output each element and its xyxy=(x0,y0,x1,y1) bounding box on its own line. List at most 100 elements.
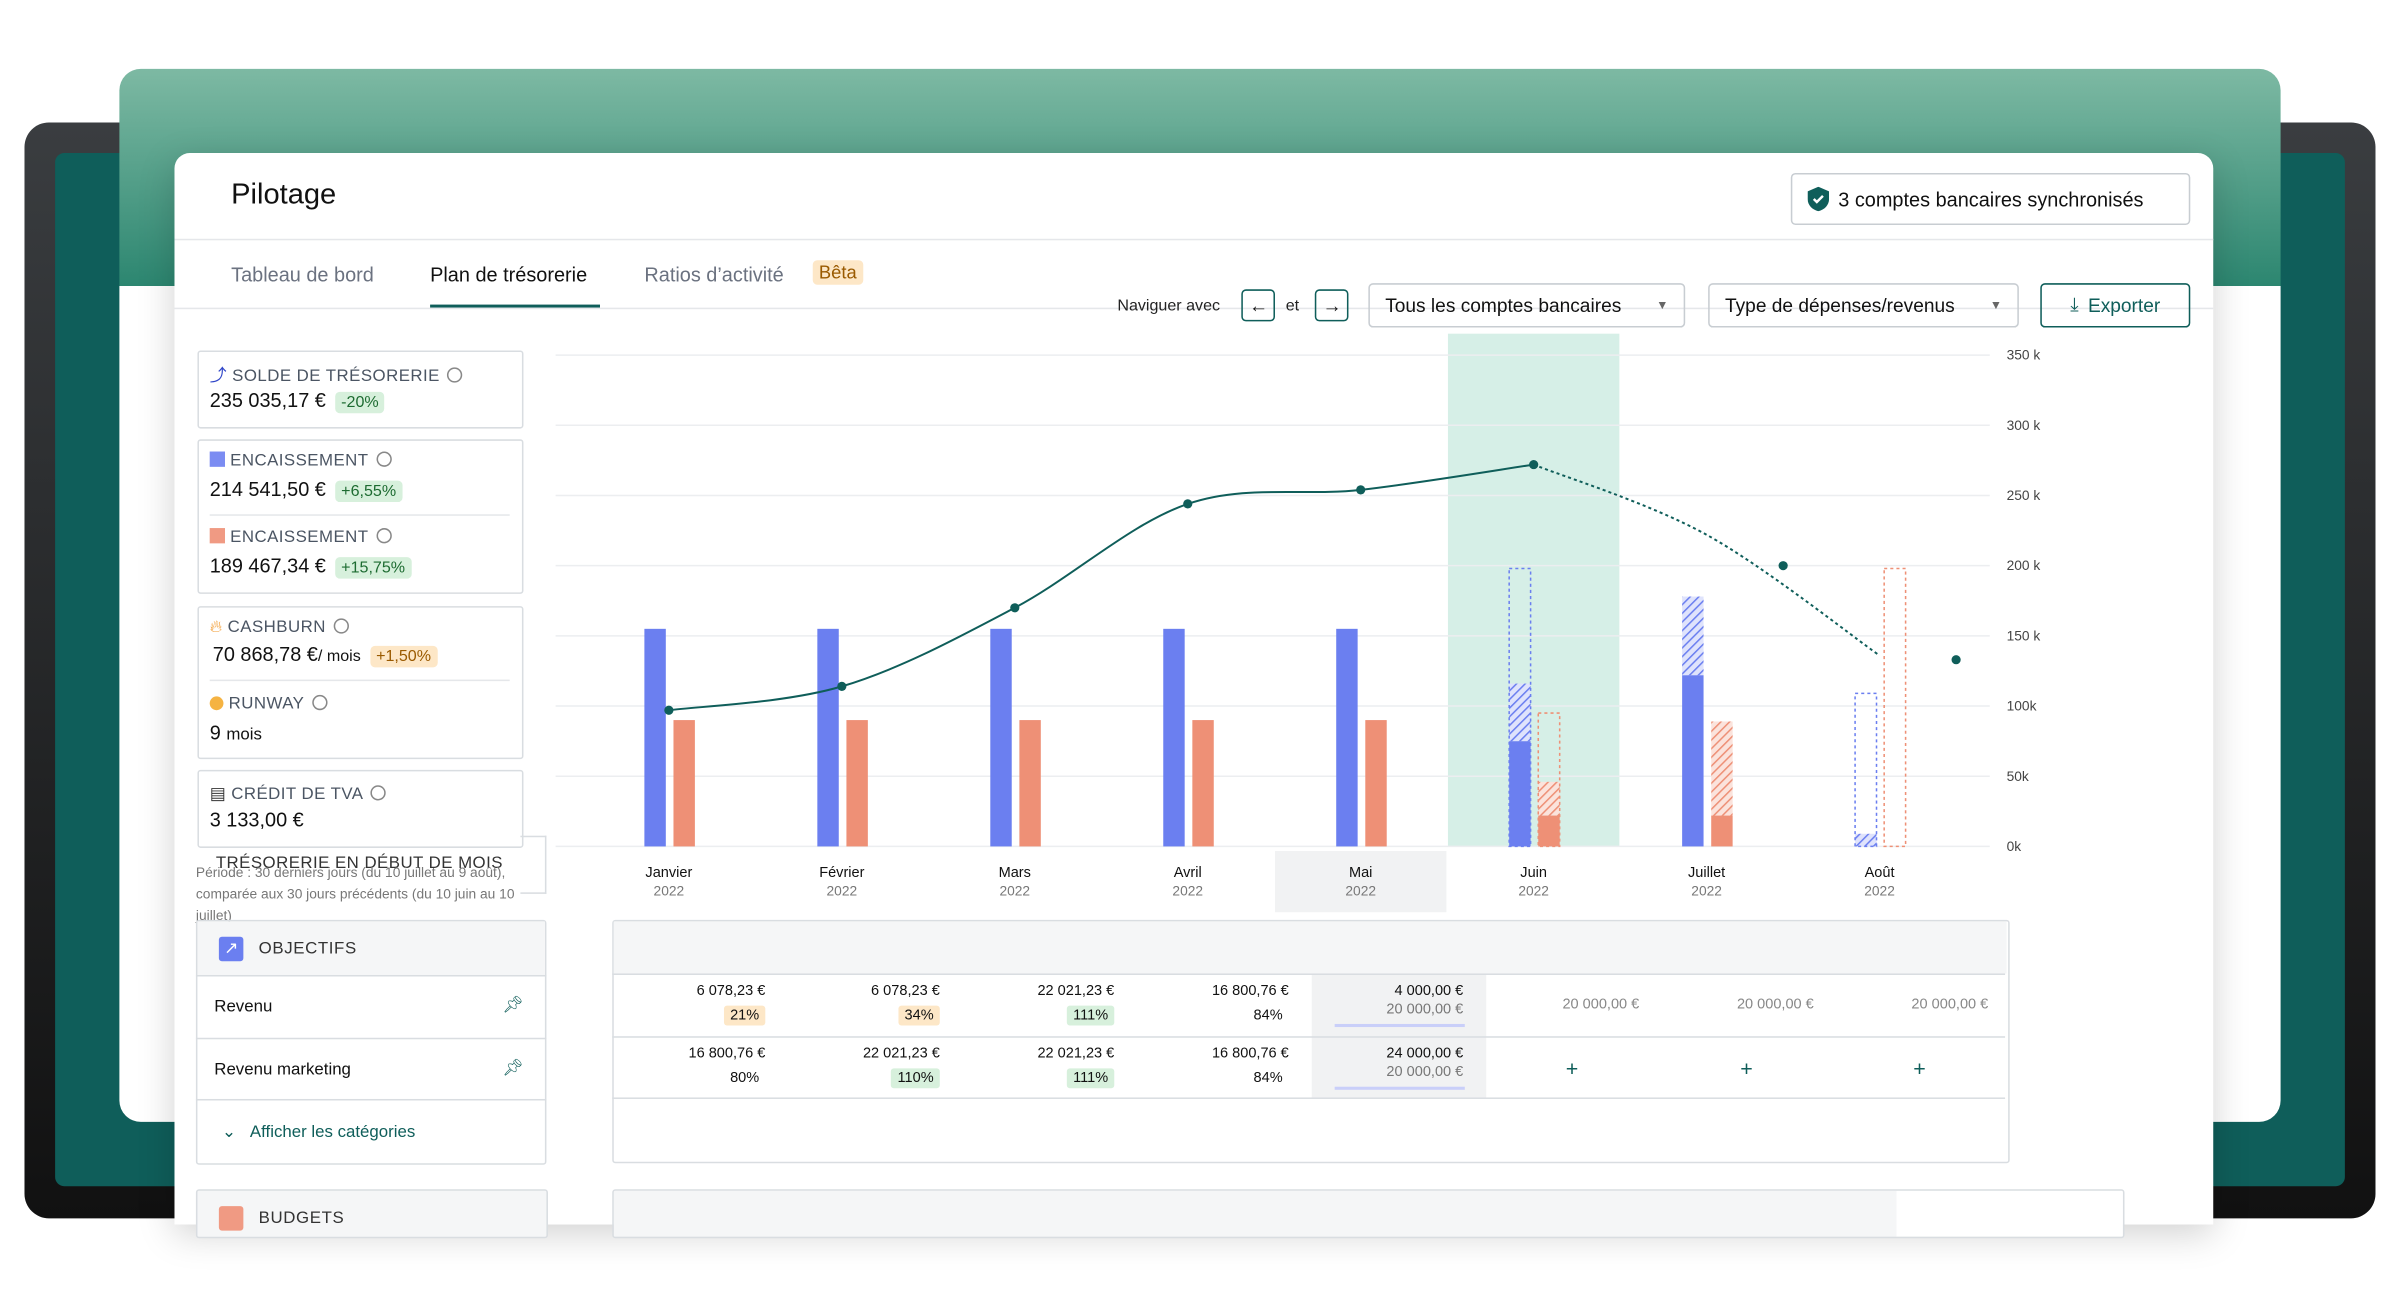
progress xyxy=(1334,1023,1465,1028)
kpi-amount: 189 467,34 € xyxy=(209,554,326,578)
row-line xyxy=(195,974,547,977)
cell-target: 20 000,00 € xyxy=(1386,1001,1464,1018)
cell-placeholder: 20 000,00 € xyxy=(1562,996,1640,1014)
show-categories[interactable]: ⌄ Afficher les catégories xyxy=(221,1123,416,1142)
period-title: TRÉSORERIE EN DÉBUT DE MOIS xyxy=(215,854,503,873)
plus-icon[interactable]: + xyxy=(1913,1056,1926,1081)
shield-icon xyxy=(1807,186,1830,212)
lower-box xyxy=(612,1189,2125,1239)
sync-button[interactable]: 3 comptes bancaires synchronisés xyxy=(1790,172,2191,225)
kpi-separator xyxy=(209,679,510,682)
objectives-box xyxy=(195,919,547,1165)
kpi-change: +1,50% xyxy=(369,645,438,668)
kpi-value: 70 868,78 €/ mois +1,50% xyxy=(212,642,438,668)
kpi-label: RUNWAY xyxy=(209,694,328,714)
budgets-title: BUDGETS xyxy=(258,1209,345,1228)
cell-placeholder: 20 000,00 € xyxy=(1911,996,1989,1014)
divider xyxy=(174,307,2214,310)
kpi-box xyxy=(197,769,524,848)
kpi-box xyxy=(197,606,524,760)
table-header xyxy=(613,921,2007,974)
cell-ratio: 111% xyxy=(1066,1068,1115,1089)
cell-placeholder: 20 000,00 € xyxy=(1736,996,1814,1014)
plus-icon[interactable]: + xyxy=(1565,1056,1579,1081)
kpi-unit: / mois xyxy=(317,647,361,666)
type-select[interactable]: Type de dépenses/revenus ▼ xyxy=(1708,283,2019,328)
kpi-value: 235 035,17 € -20% xyxy=(209,388,385,414)
kpi-separator xyxy=(209,514,510,516)
budgets-icon xyxy=(218,1206,244,1231)
cell-amount: 16 800,76 € xyxy=(688,1045,766,1063)
progress xyxy=(1334,1086,1465,1090)
kpi-change: +15,75% xyxy=(335,557,412,579)
kpi-label-text: RUNWAY xyxy=(228,694,305,714)
kpi-label-text: SOLDE DE TRÉSORERIE xyxy=(232,367,440,386)
title: Pilotage xyxy=(231,179,337,212)
kpi-value: 9 mois xyxy=(210,721,262,744)
cell-ratio: 34% xyxy=(898,1005,940,1026)
kpi-value: 189 467,34 € +15,75% xyxy=(209,554,412,579)
cell-amount: 22 021,23 € xyxy=(862,1045,940,1063)
kpi-label-text: ENCAISSEMENT xyxy=(230,451,369,470)
accounts-label: Tous les comptes bancaires xyxy=(1385,294,1622,317)
nav-left[interactable]: ← xyxy=(1241,289,1275,322)
tab[interactable]: Ratios d’activité xyxy=(644,263,784,287)
pin-icon[interactable]: 📌︎ xyxy=(502,1059,524,1078)
cell-amount: 16 800,76 € xyxy=(1211,1045,1289,1063)
nav-and: et xyxy=(1285,296,1300,316)
cell-ratio: 111% xyxy=(1066,1005,1115,1026)
cell-amount: 22 021,23 € xyxy=(1037,982,1115,1000)
cell-amount: 4 000,00 € xyxy=(1394,982,1464,1000)
kpi-value: 3 133,00 € xyxy=(210,808,304,831)
plus-icon[interactable]: + xyxy=(1740,1056,1753,1081)
kpi-amount: 70 868,78 € xyxy=(212,642,318,666)
cell-amount: 22 021,23 € xyxy=(1037,1045,1115,1063)
kpi-label-text: ENCAISSEMENT xyxy=(230,528,369,547)
pin-icon[interactable]: 📌︎ xyxy=(502,996,524,1015)
objectives-header xyxy=(197,921,545,975)
kpi-amount: 214 541,50 € xyxy=(209,477,326,501)
export-button[interactable]: ⤓ Exporter xyxy=(2040,283,2191,328)
kpi-amount: 9 xyxy=(209,720,221,744)
row-line xyxy=(612,973,2006,975)
period-note: Période : 30 derniers jours (du 10 juill… xyxy=(195,864,515,923)
export-label: Exporter xyxy=(2087,294,2161,317)
tab-active[interactable]: Plan de trésorerie xyxy=(430,263,588,287)
divider xyxy=(174,238,2214,241)
cell-amount: 6 078,23 € xyxy=(871,982,940,1000)
cell-ratio: 80% xyxy=(730,1069,760,1087)
nav-label: Naviguer avec xyxy=(1117,296,1221,316)
cell-ratio: 84% xyxy=(1253,1007,1283,1024)
objective-row: Revenu marketing xyxy=(214,1060,351,1080)
sync-label: 3 comptes bancaires synchronisés xyxy=(1838,187,2144,211)
kpi-box xyxy=(197,350,524,429)
cell-ratio: 21% xyxy=(723,1005,766,1026)
type-label: Type de dépenses/revenus xyxy=(1724,294,1955,317)
objectives-title: OBJECTIFS xyxy=(258,939,357,959)
beta-badge: Bêta xyxy=(812,260,863,285)
kpi-change: +6,55% xyxy=(335,480,403,503)
cell-amount: 16 800,76 € xyxy=(1211,982,1289,1000)
kpi-change: -20% xyxy=(335,391,385,414)
kpi-label: ENCAISSEMENT xyxy=(209,451,392,470)
tab-underline xyxy=(430,304,600,308)
kpi-label: ⤴ SOLDE DE TRÉSORERIE xyxy=(210,363,463,387)
kpi-label: ENCAISSEMENT xyxy=(209,528,392,547)
accounts-select[interactable]: Tous les comptes bancaires ▼ xyxy=(1368,283,1686,328)
kpi-unit: mois xyxy=(226,725,262,744)
nav-right[interactable]: → xyxy=(1314,289,1349,322)
tab[interactable]: Tableau de bord xyxy=(231,263,374,287)
cell-ratio: 110% xyxy=(891,1068,940,1089)
kpi-value: 214 541,50 € +6,55% xyxy=(209,477,403,503)
row-line xyxy=(195,1037,547,1040)
budgets-box xyxy=(195,1189,548,1239)
kpi-label-text: CASHBURN xyxy=(227,618,326,637)
cell-ratio: 84% xyxy=(1253,1069,1283,1087)
kpi-amount: 235 035,17 € xyxy=(209,388,326,412)
kpi-label: 🔥︎ CASHBURN xyxy=(210,618,349,638)
objective-row: Revenu xyxy=(214,997,273,1017)
show-categories-label: Afficher les catégories xyxy=(249,1123,416,1142)
cell-target: 20 000,00 € xyxy=(1386,1063,1464,1081)
